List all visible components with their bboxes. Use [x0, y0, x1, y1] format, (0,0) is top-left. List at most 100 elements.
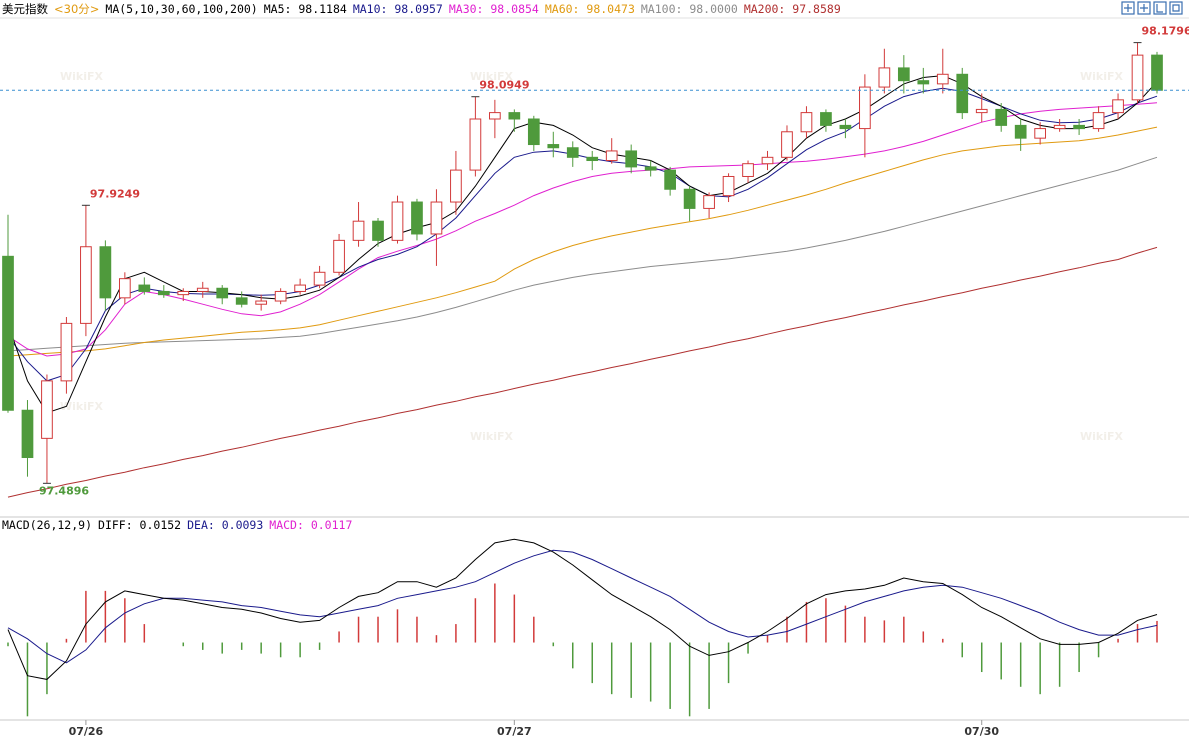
ma-legend: MA5: 98.1184: [263, 2, 347, 16]
watermark: WikiFX: [1080, 430, 1124, 443]
candle-body: [1131, 54, 1144, 101]
macd-params: MACD(26,12,9): [2, 518, 93, 532]
watermark: WikiFX: [470, 430, 514, 443]
candle-body: [1151, 54, 1163, 91]
candle-body: [294, 284, 306, 292]
candle-body: [138, 284, 151, 292]
ma-legend: MA100: 98.0000: [640, 2, 738, 16]
candle-body: [2, 255, 14, 411]
candle-body: [177, 290, 190, 296]
candle-body: [878, 67, 891, 88]
candle-body: [1034, 128, 1047, 139]
candle-body: [1073, 124, 1085, 130]
candle-body: [703, 195, 715, 209]
candle-body: [372, 220, 384, 241]
ma-legend: MA10: 98.0957: [352, 2, 443, 16]
price-header: 美元指数 <30分> MA(5,10,30,60,100,200) MA5: 9…: [2, 1, 841, 17]
candle-body: [917, 80, 930, 85]
ma-params: MA(5,10,30,60,100,200): [105, 2, 258, 16]
period[interactable]: <30分>: [54, 2, 100, 16]
macd-legend: DEA: 0.0093: [187, 518, 264, 532]
ma-line: [7, 102, 1158, 357]
candle-body: [839, 124, 852, 130]
candle-body: [274, 290, 287, 302]
candle-body: [21, 409, 34, 459]
macd-header: MACD(26,12,9) DIFF: 0.0152 DEA: 0.0093 MAC…: [2, 518, 352, 532]
watermark: WikiFX: [60, 400, 104, 413]
candle-body: [333, 239, 345, 273]
ma-legend: MA200: 97.8589: [743, 2, 841, 16]
candle-body: [469, 118, 482, 171]
candle-body: [508, 112, 521, 120]
candle-body: [897, 67, 910, 82]
x-tick-label: 07/26: [69, 725, 104, 738]
zoom-icon[interactable]: [1121, 1, 1135, 15]
low-label: 97.4896: [39, 484, 89, 497]
candle-body: [216, 287, 229, 299]
candle-body: [722, 175, 735, 197]
candle-body: [859, 86, 871, 130]
dea-line: [7, 549, 1158, 664]
candle-body: [157, 290, 170, 296]
candle-body: [800, 112, 813, 133]
candle-body: [1014, 124, 1027, 139]
layout-icon[interactable]: [1153, 1, 1167, 15]
candle-body: [664, 169, 676, 190]
ma-line: [7, 126, 1158, 357]
candle-body: [430, 201, 443, 235]
ma-legend: MA30: 98.0854: [448, 2, 539, 16]
candle-body: [450, 169, 462, 203]
candle-body: [1053, 124, 1066, 130]
candle-body: [255, 300, 268, 305]
candle-body: [41, 380, 53, 439]
settings-icon[interactable]: [1169, 1, 1183, 15]
candle-body: [80, 246, 92, 324]
ma-line: [7, 246, 1158, 498]
candle-body: [644, 166, 657, 171]
candle-body: [391, 201, 404, 241]
candle-body: [586, 156, 599, 162]
candle-body: [975, 108, 988, 114]
candle-body: [196, 287, 209, 292]
high-label: 98.0949: [479, 79, 529, 92]
candle-body: [742, 163, 754, 177]
candle-body: [235, 297, 248, 305]
watermark: WikiFX: [470, 70, 514, 83]
watermark: WikiFX: [1080, 70, 1124, 83]
x-tick-label: 07/30: [964, 725, 999, 738]
high-label: 98.1796: [1142, 25, 1189, 38]
candle-body: [489, 112, 501, 120]
icon-glyphs: [1124, 4, 1180, 13]
candle-body: [1092, 112, 1105, 130]
candle-body: [761, 156, 774, 165]
candle-body: [527, 118, 540, 146]
toolbar-icons: [1121, 1, 1183, 15]
candle-body: [547, 144, 560, 149]
candle-body: [625, 150, 638, 168]
candle-body: [411, 201, 423, 235]
candle-body: [956, 73, 969, 114]
ma-legend: MA60: 98.0473: [544, 2, 635, 16]
candle-body: [566, 147, 579, 158]
candle-body: [683, 188, 696, 209]
diff-line: [7, 538, 1158, 680]
candle-body: [820, 112, 832, 126]
candle-body: [936, 73, 949, 85]
watermark: WikiFX: [60, 70, 104, 83]
candle-body: [781, 131, 793, 158]
candle-body: [1112, 99, 1124, 114]
candle-body: [99, 246, 112, 299]
candle-body: [60, 322, 73, 382]
pan-icon[interactable]: [1137, 1, 1151, 15]
x-tick-label: 07/27: [497, 725, 532, 738]
macd-legend: MACD: 0.0117: [269, 518, 353, 532]
candle-body: [995, 108, 1008, 126]
macd-legend: DIFF: 0.0152: [98, 518, 182, 532]
candle-body: [352, 220, 365, 241]
candle-body: [118, 278, 131, 299]
instrument-title: 美元指数: [2, 2, 48, 16]
high-label: 97.9249: [90, 187, 140, 200]
candle-body: [605, 150, 618, 162]
